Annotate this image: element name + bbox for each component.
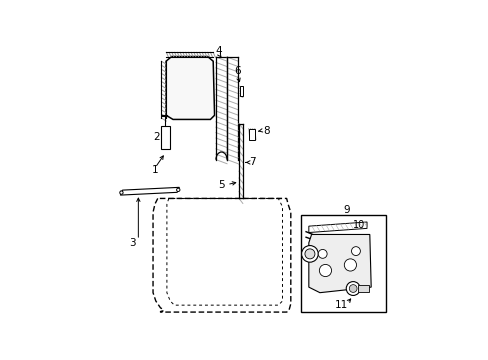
Text: 8: 8 (263, 126, 269, 135)
Circle shape (305, 249, 314, 259)
Text: 2: 2 (153, 132, 160, 143)
Circle shape (120, 191, 123, 194)
Circle shape (318, 249, 326, 258)
Text: 4: 4 (215, 46, 222, 56)
Text: 3: 3 (129, 238, 136, 248)
Text: 5: 5 (218, 180, 224, 190)
Text: 11: 11 (334, 300, 347, 310)
Circle shape (176, 188, 180, 192)
Polygon shape (120, 187, 179, 195)
Text: 6: 6 (234, 66, 240, 76)
Bar (357, 285, 368, 292)
Bar (300, 215, 386, 312)
Bar (248, 129, 254, 140)
Polygon shape (308, 222, 366, 233)
Circle shape (348, 285, 356, 292)
Polygon shape (166, 57, 214, 120)
Circle shape (301, 246, 318, 262)
Bar (160, 126, 170, 149)
Text: 9: 9 (342, 204, 349, 215)
Bar (239, 86, 243, 96)
Circle shape (344, 259, 356, 271)
Circle shape (346, 282, 359, 296)
Polygon shape (308, 234, 370, 293)
Circle shape (351, 247, 360, 256)
Circle shape (319, 264, 331, 276)
Text: 10: 10 (352, 220, 364, 230)
Text: 1: 1 (151, 165, 158, 175)
Text: 7: 7 (248, 157, 255, 167)
